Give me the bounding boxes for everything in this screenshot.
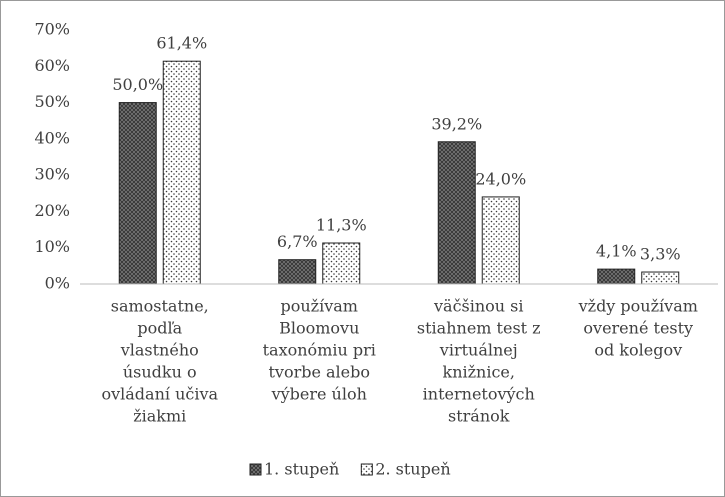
bar <box>278 259 317 285</box>
data-label: 39,2% <box>431 114 482 133</box>
bar <box>162 60 201 285</box>
y-tick-label: 60% <box>34 56 70 75</box>
x-tick-label: tvorbe alebo <box>268 363 370 382</box>
x-tick-label: Bloomovu <box>279 319 359 338</box>
x-tick-label: úsudku o <box>123 363 197 382</box>
y-tick-label: 10% <box>34 237 70 256</box>
x-tick-label: od kolegov <box>594 341 682 360</box>
x-tick-label: výbere úloh <box>271 385 367 404</box>
x-tick-label: ovládaní učiva <box>101 385 218 404</box>
data-label: 3,3% <box>640 245 681 264</box>
legend-label: 1. stupeň <box>264 460 339 479</box>
x-tick-label: samostatne, <box>111 297 209 316</box>
x-tick-label: overené testy <box>583 319 693 338</box>
x-tick-label: vlastného <box>120 341 199 360</box>
y-tick-label: 30% <box>34 165 70 184</box>
legend-label: 2. stupeň <box>375 460 450 479</box>
y-tick-label: 20% <box>34 201 70 220</box>
bar <box>481 196 520 285</box>
x-tick-label: vždy používam <box>578 297 698 316</box>
x-tick-label: virtuálnej <box>439 341 518 360</box>
x-tick-label: knižnice, <box>443 363 515 382</box>
bar <box>118 102 157 285</box>
bar <box>641 271 680 285</box>
data-label: 11,3% <box>316 215 367 234</box>
y-tick-label: 50% <box>34 92 70 111</box>
data-label: 50,0% <box>112 75 163 94</box>
legend-swatch <box>360 463 373 476</box>
x-tick-label: žiakmi <box>133 407 186 426</box>
x-tick-label: taxonómiu pri <box>263 341 376 360</box>
y-tick-label: 70% <box>34 20 70 39</box>
x-tick-label: podľa <box>137 319 182 338</box>
y-tick-label: 40% <box>34 128 70 147</box>
data-label: 4,1% <box>596 242 637 261</box>
bar <box>437 141 476 285</box>
data-label: 6,7% <box>277 232 318 251</box>
y-tick-label: 0% <box>45 274 70 293</box>
data-label: 24,0% <box>475 169 526 188</box>
x-tick-label: používam <box>281 297 358 316</box>
bar <box>597 268 636 285</box>
x-tick-label: stránok <box>448 407 510 426</box>
x-tick-label: internetových <box>423 385 535 404</box>
bar <box>322 242 361 285</box>
legend-swatch <box>249 463 262 476</box>
x-tick-label: stiahnem test z <box>417 319 541 338</box>
x-tick-label: väčšinou si <box>433 297 524 316</box>
data-label: 61,4% <box>156 34 207 53</box>
